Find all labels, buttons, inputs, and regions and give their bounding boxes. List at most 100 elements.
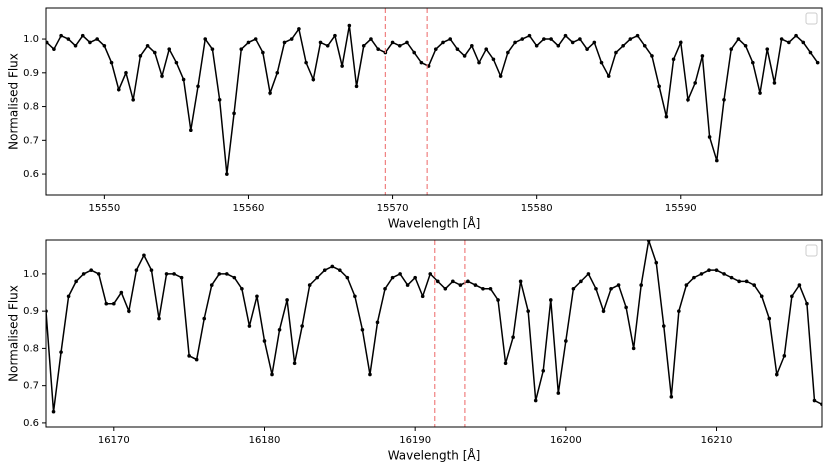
data-point xyxy=(59,33,63,38)
data-point xyxy=(189,128,193,132)
data-point xyxy=(520,37,525,41)
data-point xyxy=(758,91,762,95)
data-point xyxy=(375,320,380,325)
data-point xyxy=(664,114,669,119)
data-point xyxy=(462,54,467,58)
data-point xyxy=(616,283,621,287)
data-point xyxy=(624,305,628,310)
data-point xyxy=(498,74,503,78)
data-point xyxy=(181,77,186,82)
data-point xyxy=(167,47,172,51)
data-point xyxy=(102,44,107,48)
data-point xyxy=(642,44,647,48)
data-point xyxy=(737,279,741,284)
data-point xyxy=(787,40,791,45)
plot-area xyxy=(46,23,820,176)
data-point xyxy=(157,316,161,321)
data-point xyxy=(805,301,809,306)
data-point xyxy=(477,60,481,65)
data-point xyxy=(149,268,154,272)
data-point xyxy=(686,98,690,102)
data-point xyxy=(729,275,734,280)
data-point xyxy=(707,268,711,272)
x-tick-label: 16180 xyxy=(249,435,281,446)
y-tick-label: 1.0 xyxy=(23,269,39,280)
data-point xyxy=(275,71,280,75)
data-point xyxy=(289,37,294,41)
data-point xyxy=(744,279,749,284)
data-point xyxy=(511,335,515,340)
data-point xyxy=(210,47,215,51)
data-point xyxy=(127,309,131,313)
data-point xyxy=(292,361,297,366)
data-point xyxy=(736,37,741,41)
data-point xyxy=(368,372,372,377)
data-point xyxy=(318,40,323,45)
data-point xyxy=(338,268,342,272)
data-point xyxy=(196,84,200,89)
x-axis-label: Wavelength [Å] xyxy=(388,448,481,463)
data-point xyxy=(790,294,794,299)
data-point xyxy=(270,372,274,377)
data-point xyxy=(448,37,453,41)
data-point xyxy=(609,286,613,291)
data-point xyxy=(707,135,712,139)
data-point xyxy=(594,286,598,291)
data-point xyxy=(808,50,813,55)
axes-frame xyxy=(45,239,823,428)
data-point xyxy=(88,40,92,45)
data-point xyxy=(628,37,633,41)
data-point xyxy=(661,324,666,328)
data-point xyxy=(109,60,114,65)
data-point xyxy=(116,87,121,92)
data-point xyxy=(340,64,344,68)
data-point xyxy=(548,298,553,302)
data-point xyxy=(646,240,651,243)
data-point xyxy=(187,354,191,358)
data-point xyxy=(124,71,128,75)
data-point xyxy=(74,279,78,284)
data-point xyxy=(715,158,719,163)
data-point xyxy=(253,37,258,41)
data-point xyxy=(556,44,561,48)
x-tick-label: 15560 xyxy=(233,203,265,214)
data-point xyxy=(794,33,798,38)
y-tick-label: 0.6 xyxy=(23,418,39,429)
data-point xyxy=(315,275,320,280)
x-tick-label: 16200 xyxy=(550,435,582,446)
data-point xyxy=(484,47,489,51)
data-point xyxy=(419,60,424,65)
data-point xyxy=(812,398,817,403)
data-point xyxy=(66,294,71,299)
data-point xyxy=(693,81,697,85)
x-tick-label: 15590 xyxy=(665,203,697,214)
data-point xyxy=(134,268,139,272)
data-point xyxy=(729,47,734,51)
data-point xyxy=(563,33,568,38)
data-point xyxy=(779,37,784,41)
legend-box xyxy=(805,12,818,25)
data-point xyxy=(481,286,485,291)
x-tick-label: 16210 xyxy=(701,435,733,446)
data-point xyxy=(412,50,416,55)
data-point xyxy=(434,47,438,51)
data-point xyxy=(239,47,244,51)
data-point xyxy=(549,37,553,41)
data-point xyxy=(570,40,575,45)
data-point xyxy=(209,283,214,287)
data-point xyxy=(80,33,85,38)
data-point xyxy=(621,44,625,48)
data-point xyxy=(420,294,425,299)
data-point xyxy=(635,33,640,38)
data-point xyxy=(815,60,820,65)
data-point xyxy=(232,111,236,116)
data-point xyxy=(46,40,49,45)
data-point xyxy=(307,283,312,287)
data-point xyxy=(383,286,387,291)
data-point xyxy=(360,327,365,332)
data-point xyxy=(678,40,683,45)
data-point xyxy=(353,294,357,299)
data-point xyxy=(152,50,157,55)
data-point xyxy=(639,283,643,287)
data-point xyxy=(345,275,350,280)
